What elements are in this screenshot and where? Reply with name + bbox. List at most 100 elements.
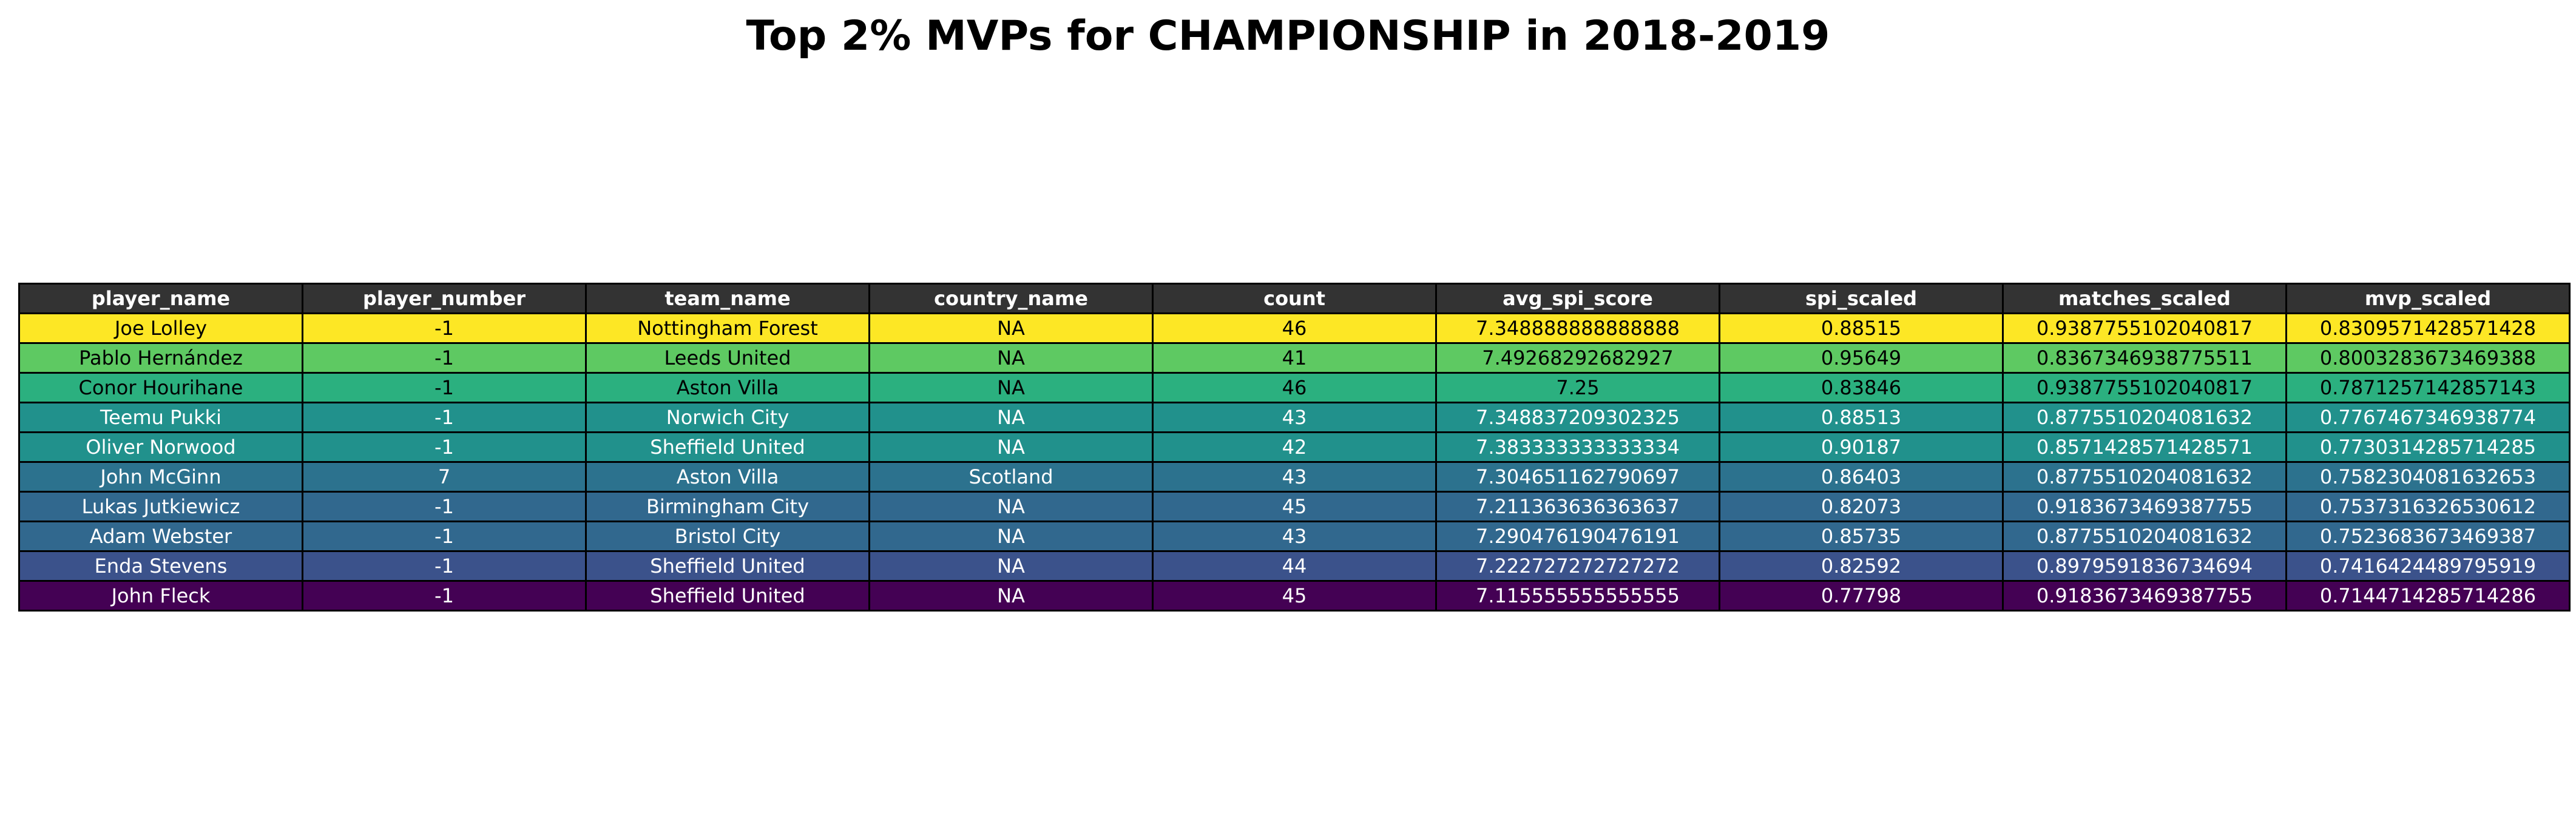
cell-avg-spi-score: 7.348888888888888 (1435, 312, 1720, 344)
cell-player-name: Joe Lolley (18, 312, 303, 344)
cell-avg-spi-score: 7.49268292682927 (1435, 342, 1720, 374)
table-row: Teemu Pukki -1 Norwich City NA 43 7.348837209… (18, 402, 2571, 433)
cell-team-name: Leeds United (585, 342, 870, 374)
column-header-mvp-scaled: mvp_scaled (2285, 283, 2571, 314)
cell-team-name: Norwich City (585, 402, 870, 433)
cell-avg-spi-score: 7.304651162790697 (1435, 461, 1720, 493)
cell-mvp-scaled: 0.8309571428571428 (2285, 312, 2571, 344)
cell-country-name: NA (868, 521, 1154, 552)
cell-matches-scaled: 0.9387755102040817 (2002, 312, 2287, 344)
table-row: Lukas Jutkiewicz -1 Birmingham City NA 45 7.2… (18, 491, 2571, 522)
cell-spi-scaled: 0.86403 (1719, 461, 2004, 493)
cell-team-name: Bristol City (585, 521, 870, 552)
cell-spi-scaled: 0.85735 (1719, 521, 2004, 552)
cell-count: 43 (1152, 461, 1437, 493)
cell-player-name: John Fleck (18, 580, 303, 612)
cell-team-name: Sheffield United (585, 550, 870, 582)
cell-player-number: -1 (302, 580, 587, 612)
cell-spi-scaled: 0.95649 (1719, 342, 2004, 374)
mvp-table: player_name player_number team_name country… (18, 283, 2571, 612)
cell-count: 41 (1152, 342, 1437, 374)
cell-matches-scaled: 0.9387755102040817 (2002, 372, 2287, 403)
mvp-table-container: player_name player_number team_name country… (18, 283, 2571, 612)
cell-player-number: -1 (302, 402, 587, 433)
cell-mvp-scaled: 0.8003283673469388 (2285, 342, 2571, 374)
cell-spi-scaled: 0.88513 (1719, 402, 2004, 433)
table-row: Oliver Norwood -1 Sheffield United NA 42 7.38… (18, 431, 2571, 463)
cell-count: 43 (1152, 521, 1437, 552)
cell-country-name: NA (868, 431, 1154, 463)
cell-matches-scaled: 0.8571428571428571 (2002, 431, 2287, 463)
cell-team-name: Aston Villa (585, 461, 870, 493)
cell-spi-scaled: 0.82592 (1719, 550, 2004, 582)
cell-player-name: Enda Stevens (18, 550, 303, 582)
cell-country-name: NA (868, 342, 1154, 374)
cell-mvp-scaled: 0.7523683673469387 (2285, 521, 2571, 552)
cell-spi-scaled: 0.77798 (1719, 580, 2004, 612)
cell-avg-spi-score: 7.25 (1435, 372, 1720, 403)
cell-mvp-scaled: 0.7730314285714285 (2285, 431, 2571, 463)
table-header-row: player_name player_number team_name country… (18, 283, 2571, 314)
cell-mvp-scaled: 0.7871257142857143 (2285, 372, 2571, 403)
cell-player-number: -1 (302, 342, 587, 374)
cell-team-name: Aston Villa (585, 372, 870, 403)
cell-player-number: 7 (302, 461, 587, 493)
cell-mvp-scaled: 0.7582304081632653 (2285, 461, 2571, 493)
cell-count: 46 (1152, 372, 1437, 403)
cell-mvp-scaled: 0.7144714285714286 (2285, 580, 2571, 612)
cell-player-number: -1 (302, 550, 587, 582)
cell-count: 44 (1152, 550, 1437, 582)
cell-count: 45 (1152, 491, 1437, 522)
cell-country-name: NA (868, 312, 1154, 344)
cell-team-name: Sheffield United (585, 431, 870, 463)
cell-avg-spi-score: 7.222727272727272 (1435, 550, 1720, 582)
table-row: Pablo Hernández -1 Leeds United NA 41 7.49268… (18, 342, 2571, 374)
cell-player-name: Lukas Jutkiewicz (18, 491, 303, 522)
cell-avg-spi-score: 7.115555555555555 (1435, 580, 1720, 612)
cell-matches-scaled: 0.8775510204081632 (2002, 402, 2287, 433)
cell-player-number: -1 (302, 491, 587, 522)
cell-avg-spi-score: 7.211363636363637 (1435, 491, 1720, 522)
cell-matches-scaled: 0.8775510204081632 (2002, 521, 2287, 552)
table-row: John Fleck -1 Sheffield United NA 45 7.115555… (18, 580, 2571, 612)
column-header-count: count (1152, 283, 1437, 314)
cell-player-name: Teemu Pukki (18, 402, 303, 433)
column-header-country-name: country_name (868, 283, 1154, 314)
table-row: Adam Webster -1 Bristol City NA 43 7.29047619… (18, 521, 2571, 552)
column-header-player-number: player_number (302, 283, 587, 314)
column-header-matches-scaled: matches_scaled (2002, 283, 2287, 314)
cell-team-name: Sheffield United (585, 580, 870, 612)
cell-spi-scaled: 0.88515 (1719, 312, 2004, 344)
cell-player-number: -1 (302, 521, 587, 552)
cell-player-number: -1 (302, 372, 587, 403)
cell-team-name: Birmingham City (585, 491, 870, 522)
table-row: John McGinn 7 Aston Villa Scotland 43 7.30465… (18, 461, 2571, 493)
cell-matches-scaled: 0.9183673469387755 (2002, 580, 2287, 612)
cell-avg-spi-score: 7.383333333333334 (1435, 431, 1720, 463)
cell-player-name: Adam Webster (18, 521, 303, 552)
cell-avg-spi-score: 7.348837209302325 (1435, 402, 1720, 433)
cell-player-number: -1 (302, 312, 587, 344)
cell-count: 46 (1152, 312, 1437, 344)
cell-team-name: Nottingham Forest (585, 312, 870, 344)
cell-country-name: NA (868, 402, 1154, 433)
cell-country-name: NA (868, 580, 1154, 612)
table-row: Joe Lolley -1 Nottingham Forest NA 46 7.34888… (18, 312, 2571, 344)
cell-country-name: NA (868, 372, 1154, 403)
chart-title: Top 2% MVPs for CHAMPIONSHIP in 2018-201… (746, 12, 1830, 60)
cell-player-number: -1 (302, 431, 587, 463)
cell-count: 45 (1152, 580, 1437, 612)
cell-mvp-scaled: 0.7537316326530612 (2285, 491, 2571, 522)
cell-player-name: Oliver Norwood (18, 431, 303, 463)
cell-matches-scaled: 0.9183673469387755 (2002, 491, 2287, 522)
cell-spi-scaled: 0.90187 (1719, 431, 2004, 463)
cell-matches-scaled: 0.8367346938775511 (2002, 342, 2287, 374)
cell-avg-spi-score: 7.290476190476191 (1435, 521, 1720, 552)
column-header-spi-scaled: spi_scaled (1719, 283, 2004, 314)
cell-matches-scaled: 0.8979591836734694 (2002, 550, 2287, 582)
table-body: Joe Lolley -1 Nottingham Forest NA 46 7.34888… (18, 312, 2571, 612)
cell-count: 43 (1152, 402, 1437, 433)
cell-country-name: NA (868, 491, 1154, 522)
table-row: Enda Stevens -1 Sheffield United NA 44 7.2227… (18, 550, 2571, 582)
cell-player-name: John McGinn (18, 461, 303, 493)
